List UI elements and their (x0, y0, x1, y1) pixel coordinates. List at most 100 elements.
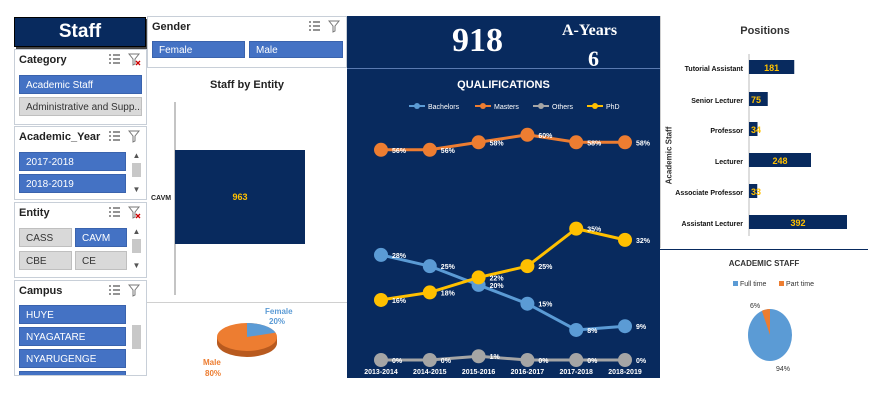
clear-filter-icon[interactable] (128, 130, 141, 143)
clear-filter-icon[interactable] (328, 20, 341, 33)
legend-swatch (733, 281, 738, 286)
clear-filter-icon[interactable] (128, 53, 141, 66)
bar (749, 215, 847, 229)
data-point-masters (618, 135, 632, 150)
positions-bar-svg: Tutorial Assistant 181 Senior Lecturer 75 Pr… (675, 54, 847, 236)
data-point-bachelors (569, 322, 584, 337)
data-label: 248 (772, 156, 787, 166)
scroll-thumb[interactable] (132, 325, 141, 349)
data-point-bachelors (374, 247, 388, 262)
staff-title-banner: Staff (14, 17, 146, 47)
multi-select-icon[interactable] (308, 20, 321, 33)
slicer-item-ce[interactable]: CE (75, 251, 127, 270)
kpi-years-value: 6 (588, 46, 599, 71)
scroll-down-icon[interactable]: ▼ (132, 185, 141, 194)
slicer-item-academic-staff[interactable]: Academic Staff (19, 75, 142, 94)
data-label: 58% (490, 140, 505, 147)
entity-slicer: Entity CASS CAVM CBE CE ▲ ▼ (14, 202, 147, 278)
data-point-phd (520, 259, 535, 274)
chart-title: ACADEMIC STAFF (728, 259, 800, 268)
slicer-scrollbar[interactable]: ▲ ▼ (131, 227, 142, 273)
slicer-item-2018-2019[interactable]: 2018-2019 (19, 174, 126, 193)
multi-select-icon[interactable] (108, 284, 121, 297)
data-point-others (422, 353, 437, 367)
slicer-item-nyagatare[interactable]: NYAGATARE (19, 327, 126, 346)
slicer-item-male[interactable]: Male (249, 41, 343, 58)
academic-year-slicer: Academic_Year 2017-2018 2018-2019 ▲ ▼ (14, 126, 147, 200)
bar-cavm (175, 150, 305, 244)
data-label: 25% (538, 264, 553, 271)
scroll-down-icon[interactable]: ▼ (132, 261, 141, 270)
category-label: CAVM (151, 195, 171, 202)
data-point-others (520, 353, 535, 367)
data-label: 8% (587, 328, 598, 335)
scroll-up-icon[interactable]: ▲ (132, 151, 141, 160)
data-point-phd (422, 285, 437, 300)
slicer-item-nyarugenge[interactable]: NYARUGENGE (19, 349, 126, 368)
gender-slicer: Gender Female Male (147, 16, 347, 68)
series-line-others (381, 354, 625, 362)
slicer-item-cbe[interactable]: CBE (19, 251, 72, 270)
slicer-item-2017-2018[interactable]: 2017-2018 (19, 152, 126, 171)
multi-select-icon[interactable] (108, 53, 121, 66)
series-line-phd (380, 226, 626, 302)
slicer-item-partial[interactable] (19, 371, 126, 375)
pie-value-full-time: 94% (776, 366, 790, 373)
staff-by-entity-chart: Staff by Entity CAVM 963 (147, 70, 348, 302)
legend-label-phd: PhD (606, 104, 620, 111)
data-point-masters (520, 127, 535, 142)
pie-label-male: Male (203, 358, 221, 367)
data-point-others (374, 353, 388, 367)
clear-filter-icon[interactable] (128, 284, 141, 297)
multi-select-icon[interactable] (108, 130, 121, 143)
category-label: Lecturer (715, 159, 743, 166)
academic-staff-pie-svg: Full time Part time 6% 94% (733, 281, 814, 373)
data-point-phd (374, 292, 388, 307)
data-label: 25% (441, 264, 456, 271)
x-tick-label: 2014-2015 (413, 369, 447, 376)
slicer-scrollbar[interactable] (131, 305, 142, 375)
legend-label-others: Others (552, 104, 574, 111)
category-slicer: Category Academic Staff Administrative a… (14, 49, 147, 125)
multi-select-icon[interactable] (108, 206, 121, 219)
legend-marker (480, 103, 486, 109)
data-point-bachelors (618, 319, 632, 334)
data-label: 33 (751, 187, 761, 197)
scroll-up-icon[interactable]: ▲ (132, 227, 141, 236)
data-label: 16% (392, 298, 407, 305)
slicer-item-cavm[interactable]: CAVM (75, 228, 127, 247)
category-label: Associate Professor (675, 190, 743, 197)
campus-slicer: Campus HUYE NYAGATARE NYARUGENGE (14, 280, 147, 376)
pie-value-male: 80% (205, 369, 221, 378)
scroll-thumb[interactable] (132, 163, 141, 177)
category-label: Assistant Lecturer (682, 221, 744, 228)
data-label: 15% (538, 302, 553, 309)
data-label: 0% (441, 358, 452, 365)
slicer-item-cass[interactable]: CASS (19, 228, 72, 247)
page-title: Staff (58, 21, 102, 42)
data-point-phd (618, 232, 632, 247)
bar (749, 122, 758, 136)
divider (660, 249, 868, 250)
qualifications-title: QUALIFICATIONS (457, 79, 550, 91)
data-label: 0% (587, 358, 598, 365)
category-label: Professor (710, 128, 743, 135)
academic-staff-pie-chart: ACADEMIC STAFF Full time Part time 6% 94% (660, 251, 868, 378)
bar (749, 92, 768, 106)
clear-filter-icon[interactable] (128, 206, 141, 219)
slicer-item-female[interactable]: Female (152, 41, 245, 58)
category-label: Senior Lecturer (691, 98, 743, 105)
chart-title: Staff by Entity (210, 79, 284, 91)
slicer-item-administrative[interactable]: Administrative and Supp... (19, 97, 142, 116)
legend-label-bachelors: Bachelors (428, 104, 460, 111)
data-point-others (618, 353, 632, 367)
data-label: 1% (490, 354, 501, 361)
data-point-bachelors (422, 259, 437, 274)
kpi-years-label: A-Years (562, 22, 618, 39)
slicer-item-huye[interactable]: HUYE (19, 305, 126, 324)
series-line-masters (381, 133, 625, 152)
data-point-masters (374, 142, 388, 157)
slicer-scrollbar[interactable]: ▲ ▼ (131, 151, 142, 197)
scroll-thumb[interactable] (132, 239, 141, 253)
kpi-total: 918 (452, 22, 503, 59)
